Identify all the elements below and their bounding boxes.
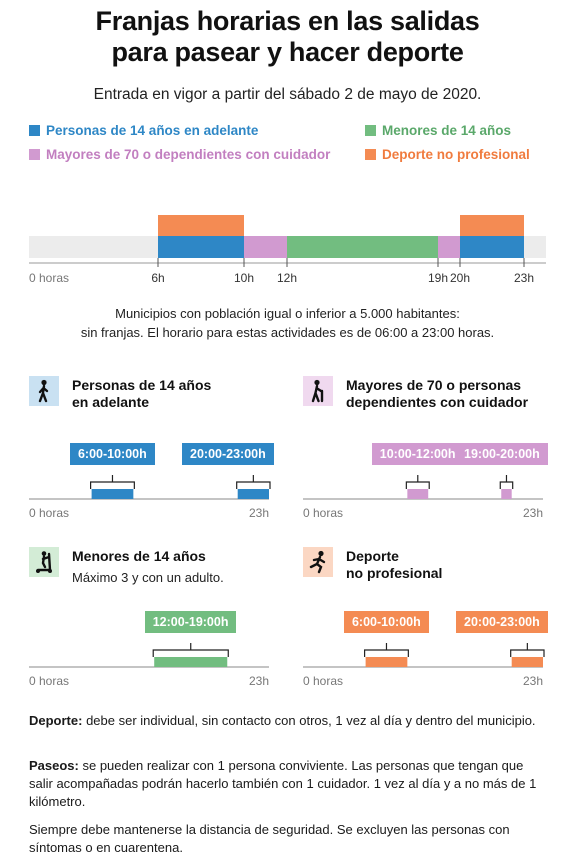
panel-sport-bracket-1 xyxy=(510,649,545,657)
runner-icon xyxy=(303,547,333,577)
panel-sport-bracket-0 xyxy=(364,649,409,657)
panel-children-timeline xyxy=(29,643,269,668)
main-tick-label-3: 12h xyxy=(276,271,298,285)
deporte-rules-label: Deporte: xyxy=(29,713,83,728)
deporte-rules-text: debe ser individual, sin contacto con ot… xyxy=(82,713,536,728)
panel-elderly-title-line2: dependientes con cuidador xyxy=(346,394,529,410)
main-bar-sport-0 xyxy=(158,215,244,236)
panel-adults-start-label: 0 horas xyxy=(29,506,70,520)
legend-swatch-adults xyxy=(29,125,40,136)
main-tick-label-5: 20h xyxy=(449,271,471,285)
panel-elderly-bracket-0 xyxy=(405,481,430,489)
legend-item-adults: Personas de 14 años en adelante xyxy=(29,123,258,138)
legend-label-adults: Personas de 14 años en adelante xyxy=(46,123,259,138)
main-bar-elderly-0 xyxy=(244,236,287,258)
panel-elderly-start-label: 0 horas xyxy=(303,506,344,520)
panel-elderly-label-0: 10:00-12:00h xyxy=(371,443,464,465)
main-tick-label-4: 19h xyxy=(427,271,449,285)
main-bar-children-0 xyxy=(287,236,438,258)
main-bar-elderly-1 xyxy=(438,236,460,258)
panel-adults-bracket-1 xyxy=(236,481,271,489)
panel-adults-end-label: 23h xyxy=(249,506,270,520)
panel-sport-title-line1: Deporte xyxy=(346,548,399,564)
panel-children-subtitle: Máximo 3 y con un adulto. xyxy=(72,570,224,585)
legend-label-sport: Deporte no profesional xyxy=(382,147,530,162)
panel-elderly-bar-1 xyxy=(501,489,512,499)
panel-sport-end-label: 23h xyxy=(523,674,544,688)
panel-elderly-label-1: 19:00-20:00h xyxy=(456,443,548,465)
panel-adults-title-line2: en adelante xyxy=(72,394,150,410)
safety-rules: Siempre debe mantenerse la distancia de … xyxy=(29,822,510,855)
page-title-line2: para pasear y hacer deporte xyxy=(111,37,464,67)
panel-children-end-label: 23h xyxy=(249,674,270,688)
main-bar-adults-1 xyxy=(460,236,524,258)
panel-sport-label-1: 20:00-23:00h xyxy=(456,611,548,633)
panel-elderly-end-label: 23h xyxy=(523,506,544,520)
paseos-rules-text: se pueden realizar con 1 persona convivi… xyxy=(29,758,537,809)
panel-elderly-timeline xyxy=(303,475,543,500)
panel-adults-label-0: 6:00-10:00h xyxy=(69,443,155,465)
child-scooter-icon xyxy=(29,547,59,577)
panel-adults-label-1: 20:00-23:00h xyxy=(182,443,274,465)
legend-label-elderly: Mayores de 70 o dependientes con cuidado… xyxy=(46,147,331,162)
main-timeline-chart xyxy=(29,215,546,267)
small-municipalities-note-line1: Municipios con población igual o inferio… xyxy=(115,306,460,321)
panel-adults-timeline xyxy=(29,475,271,500)
panel-adults-bar-0 xyxy=(91,489,134,499)
panel-elderly-bar-0 xyxy=(407,489,429,499)
panel-children-start-label: 0 horas xyxy=(29,674,70,688)
main-tick-label-2: 10h xyxy=(233,271,255,285)
panel-children-bar-0 xyxy=(154,657,228,667)
legend-item-sport: Deporte no profesional xyxy=(365,147,530,162)
main-tick-label-0: 0 horas xyxy=(29,271,70,285)
panel-elderly-bracket-1 xyxy=(499,481,514,489)
panel-adults-bracket-0 xyxy=(90,481,135,489)
legend-swatch-children xyxy=(365,125,376,136)
panel-children-title-line1: Menores de 14 años xyxy=(72,548,206,564)
small-municipalities-note-line2: sin franjas. El horario para estas activ… xyxy=(80,325,495,340)
panel-sport-label-0: 6:00-10:00h xyxy=(343,611,429,633)
paseos-rules: Paseos: se pueden realizar con 1 persona… xyxy=(29,757,549,811)
main-bar-adults-0 xyxy=(158,236,244,258)
panel-sport-timeline xyxy=(303,643,545,668)
main-tick-label-6: 23h xyxy=(513,271,535,285)
main-bar-sport-1 xyxy=(460,215,524,236)
panel-children-bracket-0 xyxy=(152,649,229,657)
panel-sport-start-label: 0 horas xyxy=(303,674,344,688)
walking-person-icon xyxy=(29,376,59,406)
page-title-line1: Franjas horarias en las salidas xyxy=(95,6,480,36)
panel-sport-title-line2: no profesional xyxy=(346,565,443,581)
panel-adults-title-line1: Personas de 14 años xyxy=(72,377,212,393)
main-tick-label-1: 6h xyxy=(151,271,165,285)
panel-sport-bar-0 xyxy=(365,657,408,667)
legend-item-children: Menores de 14 años xyxy=(365,123,511,138)
panel-elderly-title-line1: Mayores de 70 o personas xyxy=(346,377,522,393)
paseos-rules-label: Paseos: xyxy=(29,758,79,773)
panel-adults-bar-1 xyxy=(237,489,269,499)
elderly-cane-icon xyxy=(303,376,333,406)
deporte-rules: Deporte: debe ser individual, sin contac… xyxy=(29,712,549,730)
legend-label-children: Menores de 14 años xyxy=(382,123,512,138)
legend-swatch-sport xyxy=(365,149,376,160)
legend-swatch-elderly xyxy=(29,149,40,160)
panel-children-label-0: 12:00-19:00h xyxy=(144,611,237,633)
panel-sport-bar-1 xyxy=(511,657,543,667)
page-subtitle: Entrada en vigor a partir del sábado 2 d… xyxy=(93,86,482,103)
legend-item-elderly: Mayores de 70 o dependientes con cuidado… xyxy=(29,147,330,162)
